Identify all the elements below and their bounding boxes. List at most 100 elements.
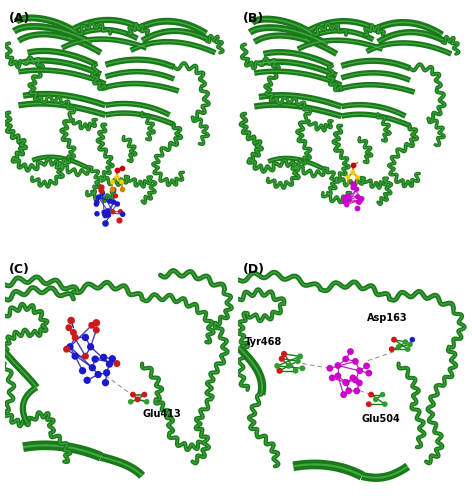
Point xyxy=(82,352,89,360)
Point xyxy=(101,210,108,218)
Point xyxy=(296,352,304,360)
Text: (D): (D) xyxy=(243,263,265,276)
Point xyxy=(101,218,109,226)
Point xyxy=(341,198,348,206)
Point xyxy=(342,378,349,386)
Point xyxy=(67,316,75,324)
Point xyxy=(342,355,349,363)
Point xyxy=(352,376,359,384)
Text: (A): (A) xyxy=(9,12,31,25)
Point xyxy=(118,178,125,186)
Point xyxy=(402,338,409,346)
Point xyxy=(381,400,388,408)
Point xyxy=(365,369,372,377)
Text: (B): (B) xyxy=(243,12,264,25)
Point xyxy=(347,348,354,356)
Point xyxy=(101,208,108,216)
Point xyxy=(345,387,353,395)
Point xyxy=(93,198,101,206)
Point xyxy=(112,192,119,200)
Point xyxy=(113,166,121,174)
Point xyxy=(70,328,77,336)
Point xyxy=(79,366,86,374)
Point xyxy=(357,196,364,204)
Point xyxy=(280,350,288,358)
Point xyxy=(97,182,105,190)
Point xyxy=(110,186,118,194)
Text: Asp163: Asp163 xyxy=(367,313,407,323)
Point xyxy=(129,390,137,398)
Text: Tyr468: Tyr468 xyxy=(245,337,282,347)
Point xyxy=(354,192,362,200)
Point xyxy=(110,198,118,206)
Point xyxy=(292,366,299,374)
Point xyxy=(372,396,379,404)
Point xyxy=(334,372,342,380)
Point xyxy=(356,366,363,374)
Point xyxy=(355,198,363,206)
Point xyxy=(89,364,96,372)
Point xyxy=(365,400,372,408)
Point xyxy=(101,378,109,386)
Point xyxy=(326,364,334,372)
Point xyxy=(285,362,293,370)
Point xyxy=(367,390,375,398)
Point xyxy=(358,194,366,202)
Point xyxy=(299,364,306,372)
Point xyxy=(273,362,281,370)
Point xyxy=(87,343,94,351)
Point xyxy=(354,204,361,212)
Point xyxy=(404,345,412,353)
Point xyxy=(95,193,102,201)
Point xyxy=(93,200,100,208)
Point xyxy=(63,345,70,353)
Point xyxy=(71,352,79,360)
Point xyxy=(143,398,151,406)
Point xyxy=(355,379,363,387)
Point xyxy=(92,355,99,363)
Point xyxy=(113,173,121,181)
Point xyxy=(379,390,386,398)
Point xyxy=(119,210,126,218)
Point xyxy=(340,390,347,398)
Point xyxy=(101,212,109,220)
Point xyxy=(363,362,371,370)
Point xyxy=(88,322,95,330)
Point xyxy=(104,207,111,215)
Point xyxy=(278,355,286,363)
Point xyxy=(82,334,89,342)
Point xyxy=(345,192,353,200)
Text: (C): (C) xyxy=(9,263,30,276)
Point xyxy=(341,195,348,203)
Point xyxy=(106,197,113,205)
Point xyxy=(98,188,106,196)
Point xyxy=(65,324,73,332)
Point xyxy=(353,387,361,395)
Point xyxy=(97,186,105,194)
Point xyxy=(349,180,356,188)
Point xyxy=(114,200,121,208)
Point xyxy=(406,340,414,348)
Text: Glu504: Glu504 xyxy=(362,414,401,424)
Point xyxy=(342,197,349,205)
Point xyxy=(342,193,349,201)
Point xyxy=(141,390,148,398)
Point xyxy=(134,396,141,404)
Point xyxy=(395,343,402,351)
Point xyxy=(109,185,116,193)
Point xyxy=(354,198,362,206)
Point xyxy=(84,376,91,384)
Text: Glu413: Glu413 xyxy=(142,409,181,419)
Point xyxy=(345,173,352,181)
Point xyxy=(127,398,135,406)
Point xyxy=(343,201,351,209)
Point xyxy=(118,185,125,193)
Point xyxy=(343,378,350,386)
Point xyxy=(349,374,357,382)
Point xyxy=(113,360,121,368)
Point xyxy=(106,360,113,368)
Point xyxy=(353,185,361,193)
Point xyxy=(334,362,342,370)
Point xyxy=(349,168,356,176)
Point xyxy=(71,334,79,342)
